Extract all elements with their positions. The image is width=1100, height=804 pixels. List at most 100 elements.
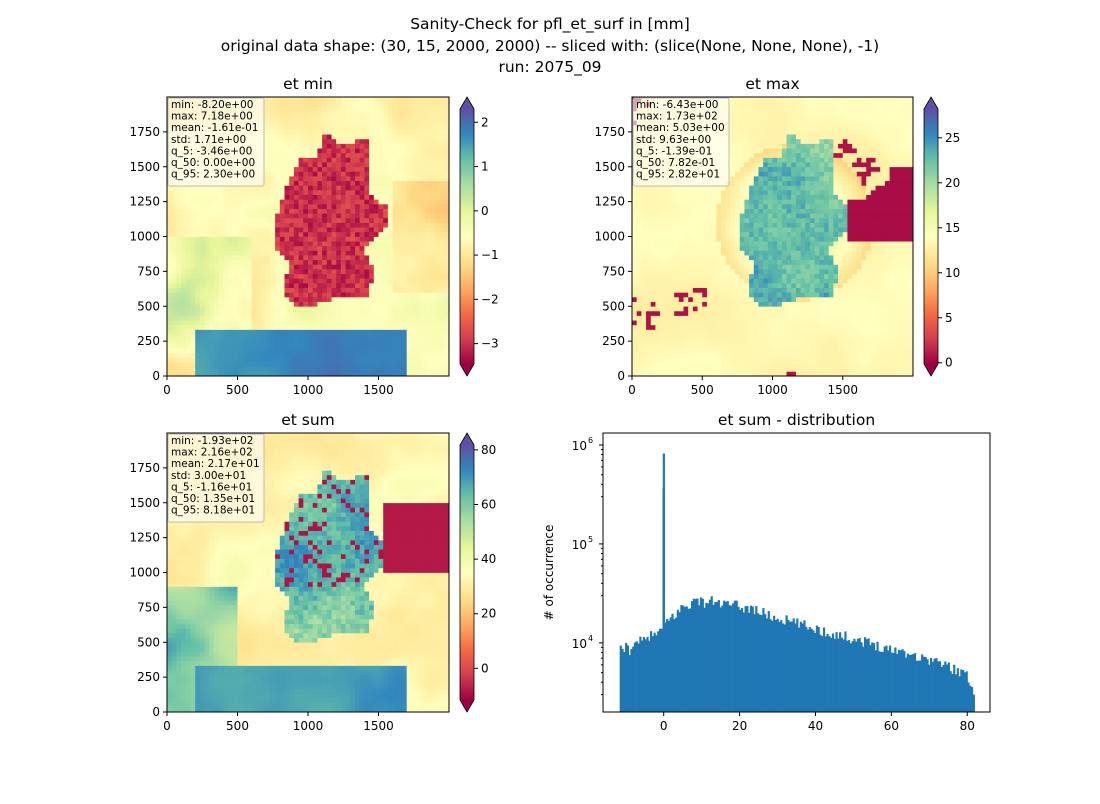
heatmap-cell bbox=[266, 223, 271, 228]
heatmap-cell bbox=[252, 190, 257, 195]
heatmap-cell bbox=[341, 362, 346, 367]
heatmap-cell bbox=[214, 227, 219, 232]
heatmap-cell bbox=[383, 357, 388, 362]
heatmap-cell bbox=[308, 218, 313, 223]
heatmap-cell bbox=[716, 283, 721, 288]
heatmap-cell bbox=[289, 278, 294, 283]
heatmap-cell bbox=[172, 316, 177, 321]
heatmap-cell bbox=[285, 255, 290, 260]
heatmap-cell bbox=[440, 320, 445, 325]
heatmap-cell bbox=[773, 353, 778, 358]
heatmap-cell bbox=[426, 171, 431, 176]
heatmap-cell bbox=[782, 362, 787, 367]
heatmap-cell bbox=[299, 148, 304, 153]
heatmap-cell bbox=[228, 353, 233, 358]
heatmap-cell bbox=[416, 302, 421, 307]
heatmap-cell bbox=[777, 353, 782, 358]
heatmap-cell bbox=[397, 209, 402, 214]
heatmap-cell bbox=[763, 343, 768, 348]
heatmap-cell bbox=[777, 348, 782, 353]
heatmap-cell bbox=[810, 325, 815, 330]
heatmap-cell bbox=[787, 348, 792, 353]
heatmap-cell bbox=[369, 120, 374, 125]
heatmap-cell bbox=[904, 316, 909, 321]
heatmap-cell bbox=[805, 278, 810, 283]
heatmap-cell bbox=[360, 260, 365, 265]
heatmap-cell bbox=[749, 316, 754, 321]
heatmap-cell bbox=[303, 125, 308, 130]
heatmap-cell bbox=[426, 185, 431, 190]
heatmap-cell bbox=[364, 306, 369, 311]
heatmap-cell bbox=[181, 362, 186, 367]
heatmap-cell bbox=[688, 274, 693, 279]
heatmap-cell bbox=[369, 102, 374, 107]
heatmap-cell bbox=[379, 274, 384, 279]
heatmap-cell bbox=[735, 367, 740, 372]
heatmap-cell bbox=[289, 227, 294, 232]
heatmap-cell bbox=[327, 255, 332, 260]
heatmap-cell bbox=[360, 171, 365, 176]
heatmap-cell bbox=[393, 339, 398, 344]
heatmap-cell bbox=[735, 292, 740, 297]
heatmap-cell bbox=[777, 283, 782, 288]
heatmap-cell bbox=[407, 116, 412, 121]
heatmap-cell bbox=[904, 292, 909, 297]
heatmap-cell bbox=[660, 343, 665, 348]
heatmap-cell bbox=[416, 204, 421, 209]
heatmap-cell bbox=[679, 288, 684, 293]
heatmap-cell bbox=[280, 213, 285, 218]
heatmap-cell bbox=[238, 348, 243, 353]
heatmap-cell bbox=[674, 367, 679, 372]
heatmap-cell bbox=[209, 343, 214, 348]
heatmap-cell bbox=[861, 348, 866, 353]
heatmap-cell bbox=[693, 362, 698, 367]
heatmap-cell bbox=[440, 246, 445, 251]
heatmap-cell bbox=[346, 148, 351, 153]
heatmap-cell bbox=[308, 97, 313, 102]
heatmap-cell bbox=[735, 283, 740, 288]
heatmap-cell bbox=[233, 255, 238, 260]
stats-line: q_50: 0.00e+00 bbox=[171, 157, 255, 169]
heatmap-cell bbox=[843, 357, 848, 362]
heatmap-cell bbox=[214, 241, 219, 246]
heatmap-cell bbox=[440, 269, 445, 274]
heatmap-cell bbox=[360, 246, 365, 251]
heatmap-cell bbox=[383, 320, 388, 325]
heatmap-cell bbox=[186, 269, 191, 274]
heatmap-cell bbox=[744, 297, 749, 302]
heatmap-cell bbox=[787, 274, 792, 279]
heatmap-cell bbox=[280, 209, 285, 214]
heatmap-cell bbox=[383, 288, 388, 293]
heatmap-cell bbox=[355, 343, 360, 348]
heatmap-cell bbox=[698, 269, 703, 274]
heatmap-cell bbox=[421, 227, 426, 232]
heatmap-cell bbox=[289, 353, 294, 358]
heatmap-cell bbox=[730, 343, 735, 348]
heatmap-cell bbox=[810, 283, 815, 288]
heatmap-cell bbox=[322, 302, 327, 307]
heatmap-cell bbox=[355, 269, 360, 274]
heatmap-cell bbox=[693, 283, 698, 288]
heatmap-cell bbox=[440, 357, 445, 362]
heatmap-cell bbox=[421, 176, 426, 181]
heatmap-cell bbox=[346, 171, 351, 176]
heatmap-cell bbox=[172, 362, 177, 367]
heatmap-cell bbox=[294, 260, 299, 265]
heatmap-cell bbox=[829, 330, 834, 335]
heatmap-cell bbox=[317, 195, 322, 200]
heatmap-cell bbox=[209, 292, 214, 297]
heatmap-cell bbox=[397, 302, 402, 307]
heatmap-cell bbox=[256, 306, 261, 311]
heatmap-cell bbox=[247, 223, 252, 228]
heatmap-cell bbox=[167, 232, 172, 237]
heatmap-cell bbox=[791, 274, 796, 279]
heatmap-cell bbox=[388, 157, 393, 162]
heatmap-cell bbox=[379, 367, 384, 372]
heatmap-cell bbox=[223, 190, 228, 195]
heatmap-cell bbox=[688, 320, 693, 325]
heatmap-cell bbox=[421, 139, 426, 144]
heatmap-cell bbox=[195, 278, 200, 283]
heatmap-cell bbox=[270, 343, 275, 348]
heatmap-cell bbox=[261, 330, 266, 335]
heatmap-cell bbox=[233, 264, 238, 269]
